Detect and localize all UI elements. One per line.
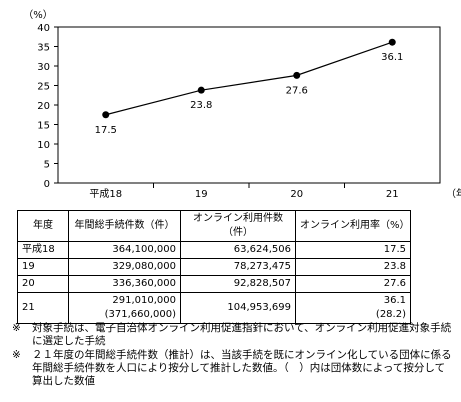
cell-rate: 23.8 xyxy=(295,258,411,276)
y-tick-label: 35 xyxy=(37,43,50,54)
cell-rate-sub: (28.2) xyxy=(375,309,406,320)
x-tick-label: 21 xyxy=(386,189,399,200)
y-unit-label: （%） xyxy=(23,9,53,21)
data-point xyxy=(102,111,110,119)
header-year: 年度 xyxy=(17,210,69,242)
cell-total: 364,100,000 xyxy=(68,241,181,259)
y-tick-label: 15 xyxy=(37,121,50,132)
table-row: 19 329,080,000 78,273,475 23.8 xyxy=(17,258,411,276)
cell-online: 104,953,699 xyxy=(180,292,296,324)
cell-total-sub: (371,660,000) xyxy=(104,309,176,320)
header-online: オンライン利用件数（件） xyxy=(180,210,296,242)
note-mark: ※ xyxy=(12,349,21,361)
y-tick-label: 25 xyxy=(37,82,50,93)
cell-online: 92,828,507 xyxy=(180,275,296,293)
cell-online: 78,273,475 xyxy=(180,258,296,276)
data-point xyxy=(293,71,301,79)
cell-rate: 36.1 (28.2) xyxy=(295,292,411,324)
data-label: 17.5 xyxy=(95,125,117,136)
cell-total: 329,080,000 xyxy=(68,258,181,276)
data-label: 23.8 xyxy=(190,100,212,111)
cell-total-value: 291,010,000 xyxy=(112,295,176,306)
note-item: ※ ２１年度の年間総手続件数（推計）は、当該手続を既にオンライン化している団体に… xyxy=(12,349,452,388)
header-rate: オンライン利用率（%） xyxy=(295,210,411,242)
y-tick-label: 5 xyxy=(44,160,50,171)
data-table: 年度 年間総手続件数（件） オンライン利用件数（件） オンライン利用率（%） 平… xyxy=(17,210,411,324)
cell-year: 平成18 xyxy=(17,241,69,259)
data-label: 27.6 xyxy=(286,85,308,96)
y-tick-label: 20 xyxy=(37,101,50,112)
x-tick-label: 20 xyxy=(290,189,303,200)
note-text: 対象手続は、電子自治体オンライン利用促進指針において、オンライン利用促進対象手続… xyxy=(32,322,452,347)
cell-year: 19 xyxy=(17,258,69,276)
cell-total: 291,010,000 (371,660,000) xyxy=(68,292,181,324)
x-tick-label: 19 xyxy=(195,189,208,200)
note-mark: ※ xyxy=(12,322,21,334)
cell-year: 21 xyxy=(17,292,69,324)
y-tick-label: 40 xyxy=(37,23,50,34)
data-point xyxy=(388,38,396,46)
table-row: 21 291,010,000 (371,660,000) 104,953,699… xyxy=(17,292,411,324)
series-line xyxy=(105,41,393,116)
note-text: ２１年度の年間総手続件数（推計）は、当該手続を既にオンライン化している団体に係る… xyxy=(32,349,452,387)
plot-frame xyxy=(57,26,441,184)
data-point xyxy=(197,86,205,94)
header-total: 年間総手続件数（件） xyxy=(68,210,181,242)
cell-rate: 17.5 xyxy=(295,241,411,259)
data-label: 36.1 xyxy=(381,52,403,63)
notes: ※ 対象手続は、電子自治体オンライン利用促進指針において、オンライン利用促進対象… xyxy=(12,322,452,389)
table-header-row: 年度 年間総手続件数（件） オンライン利用件数（件） オンライン利用率（%） xyxy=(17,210,411,242)
table-row: 平成18 364,100,000 63,624,506 17.5 xyxy=(17,241,411,259)
cell-total: 336,360,000 xyxy=(68,275,181,293)
x-tick-label: 平成18 xyxy=(89,188,122,200)
note-item: ※ 対象手続は、電子自治体オンライン利用促進指針において、オンライン利用促進対象… xyxy=(12,322,452,348)
cell-online: 63,624,506 xyxy=(180,241,296,259)
table-row: 20 336,360,000 92,828,507 27.6 xyxy=(17,275,411,293)
y-tick-label: 0 xyxy=(44,179,50,190)
line-chart: 0 5 10 15 20 25 30 35 40 （%） 平成18 19 20 21 （年度） 17.5 23… xyxy=(23,9,461,200)
cell-rate: 27.6 xyxy=(295,275,411,293)
cell-rate-value: 36.1 xyxy=(383,295,406,306)
y-tick-label: 10 xyxy=(37,140,50,151)
x-unit-label: （年度） xyxy=(446,187,461,200)
y-tick-label: 30 xyxy=(37,62,50,73)
cell-year: 20 xyxy=(17,275,69,293)
